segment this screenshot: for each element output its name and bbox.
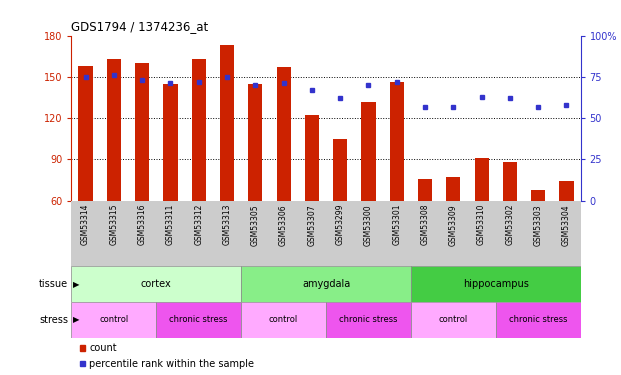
Text: cortex: cortex	[141, 279, 171, 289]
Text: hippocampus: hippocampus	[463, 279, 528, 289]
Bar	[276, 67, 291, 201]
Bar	[107, 59, 121, 201]
Bar	[503, 162, 517, 201]
Text: GSM53302: GSM53302	[505, 204, 514, 245]
Text: GSM53312: GSM53312	[194, 204, 203, 245]
Bar	[446, 177, 460, 201]
Bar	[156, 302, 241, 338]
Text: amygdala: amygdala	[302, 279, 350, 289]
Text: ▶: ▶	[73, 280, 79, 289]
Bar	[474, 158, 489, 201]
Bar	[192, 59, 206, 201]
Bar	[333, 139, 347, 201]
Text: GSM53305: GSM53305	[251, 204, 260, 246]
Bar	[326, 302, 411, 338]
Text: control: control	[438, 315, 468, 324]
Bar	[71, 302, 156, 338]
Bar	[163, 84, 178, 201]
Bar	[361, 102, 376, 201]
Text: GSM53301: GSM53301	[392, 204, 401, 245]
Text: GSM53315: GSM53315	[109, 204, 119, 245]
Text: GSM53303: GSM53303	[533, 204, 543, 246]
Text: percentile rank within the sample: percentile rank within the sample	[89, 358, 254, 369]
Bar	[418, 178, 432, 201]
Bar	[560, 182, 574, 201]
Text: GSM53309: GSM53309	[449, 204, 458, 246]
Bar	[411, 266, 581, 302]
Text: GSM53307: GSM53307	[307, 204, 316, 246]
Bar	[531, 190, 545, 201]
Bar	[241, 266, 411, 302]
Bar	[241, 302, 326, 338]
Text: chronic stress: chronic stress	[170, 315, 228, 324]
Text: GSM53311: GSM53311	[166, 204, 175, 245]
Text: GSM53300: GSM53300	[364, 204, 373, 246]
Text: ▶: ▶	[73, 315, 79, 324]
Bar	[305, 116, 319, 201]
Text: control: control	[269, 315, 298, 324]
Bar	[78, 66, 93, 201]
Text: GSM53299: GSM53299	[336, 204, 345, 245]
Bar	[220, 45, 234, 201]
Text: chronic stress: chronic stress	[339, 315, 397, 324]
Text: count: count	[89, 343, 117, 352]
Text: tissue: tissue	[39, 279, 68, 289]
Text: control: control	[99, 315, 129, 324]
Text: stress: stress	[39, 315, 68, 325]
Bar	[496, 302, 581, 338]
Text: GSM53316: GSM53316	[138, 204, 147, 245]
Bar	[80, 345, 85, 351]
Text: GSM53313: GSM53313	[222, 204, 232, 245]
Text: GSM53304: GSM53304	[562, 204, 571, 246]
Bar	[71, 266, 241, 302]
Bar	[248, 84, 262, 201]
Text: GSM53306: GSM53306	[279, 204, 288, 246]
Text: GSM53310: GSM53310	[477, 204, 486, 245]
Bar	[135, 63, 149, 201]
Text: chronic stress: chronic stress	[509, 315, 568, 324]
Text: GDS1794 / 1374236_at: GDS1794 / 1374236_at	[71, 20, 209, 33]
Bar	[80, 361, 85, 366]
Text: GSM53308: GSM53308	[420, 204, 430, 245]
Bar	[411, 302, 496, 338]
Bar	[390, 82, 404, 201]
Text: GSM53314: GSM53314	[81, 204, 90, 245]
